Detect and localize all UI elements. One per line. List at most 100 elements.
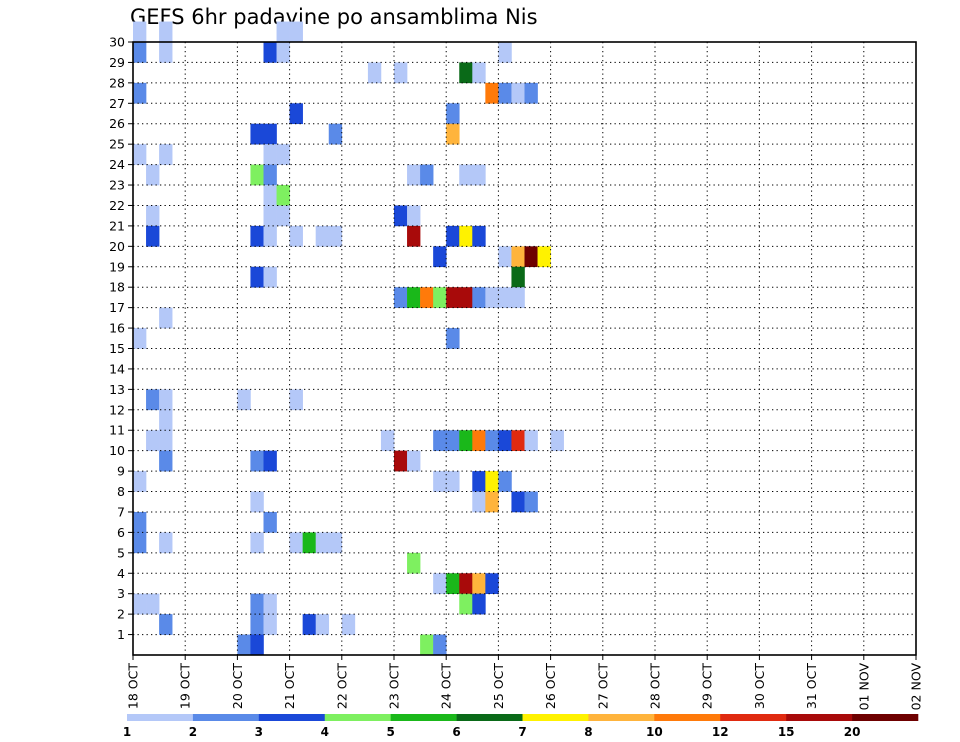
y-tick-label: 28	[109, 75, 125, 90]
heatmap-cell	[250, 225, 264, 247]
colorbar-label: 5	[386, 725, 394, 739]
y-tick-label: 22	[109, 198, 125, 213]
y-tick-label: 4	[117, 566, 125, 581]
heatmap-cell	[459, 62, 473, 84]
heatmap-cell	[133, 144, 147, 165]
heatmap-cell	[407, 164, 421, 186]
heatmap-cell	[446, 103, 460, 125]
heatmap-cell	[159, 21, 173, 43]
y-tick-label: 6	[117, 525, 125, 540]
heatmap-cells	[133, 21, 564, 656]
colorbar-swatch	[324, 714, 391, 721]
y-tick-label: 14	[109, 361, 125, 376]
colorbar-label: 4	[321, 725, 329, 739]
heatmap-cell	[159, 42, 173, 63]
colorbar-label: 12	[712, 725, 729, 739]
heatmap-cell	[367, 62, 382, 84]
heatmap-cell	[237, 389, 251, 411]
heatmap-cell	[498, 471, 512, 492]
heatmap-cell	[328, 532, 343, 554]
heatmap-cell	[159, 389, 173, 411]
heatmap-cell	[263, 42, 277, 63]
heatmap-cell	[133, 21, 147, 43]
heatmap-cell	[446, 573, 460, 594]
heatmap-cell	[133, 511, 147, 533]
heatmap-cell	[250, 593, 264, 615]
y-tick-label: 5	[117, 545, 125, 560]
heatmap-cell	[485, 573, 499, 594]
heatmap-cell	[276, 144, 290, 165]
heatmap-cell	[263, 450, 277, 472]
heatmap-cell	[485, 82, 499, 104]
heatmap-cell	[472, 287, 486, 308]
heatmap-cell	[511, 491, 525, 513]
x-tick-label: 31 OCT	[804, 663, 819, 709]
heatmap-cell	[315, 614, 330, 635]
x-tick-label: 29 OCT	[700, 663, 715, 709]
heatmap-cell	[433, 430, 447, 451]
y-tick-label: 19	[109, 259, 125, 274]
heatmap-cell	[263, 225, 277, 247]
heatmap-cell	[276, 205, 290, 227]
colorbar-swatch	[720, 714, 787, 721]
y-tick-label: 3	[117, 586, 125, 601]
heatmap-cell	[446, 123, 460, 145]
heatmap-cell	[459, 573, 473, 594]
heatmap-cell	[407, 552, 421, 574]
heatmap-cell	[459, 164, 473, 186]
heatmap-cell	[498, 246, 512, 268]
heatmap-cell	[159, 409, 173, 431]
colorbar-label: 15	[778, 725, 795, 739]
heatmap-cell	[420, 164, 434, 186]
heatmap-cell	[407, 450, 421, 472]
heatmap-cell	[524, 246, 538, 268]
colorbar-swatch	[654, 714, 721, 721]
y-tick-label: 21	[109, 218, 125, 233]
heatmap-cell	[146, 205, 160, 227]
heatmap-cell	[511, 430, 525, 451]
x-tick-label: 23 OCT	[387, 663, 402, 709]
colorbar-swatch	[588, 714, 655, 721]
x-tick-label: 18 OCT	[126, 663, 141, 709]
heatmap-cell	[446, 328, 460, 349]
y-tick-label: 29	[109, 55, 125, 70]
chart-title: GEFS 6hr padavine po ansamblima Nis	[130, 5, 538, 29]
heatmap-cell	[380, 430, 395, 451]
colorbar-label: 10	[646, 725, 663, 739]
heatmap-cell	[407, 205, 421, 227]
heatmap-cell	[498, 287, 512, 308]
heatmap-cell	[459, 593, 473, 615]
heatmap-cell	[511, 246, 525, 268]
heatmap-cell	[263, 144, 277, 165]
heatmap-cell	[394, 205, 408, 227]
heatmap-cell	[263, 511, 277, 533]
x-tick-label: 02 NOV	[909, 663, 924, 711]
heatmap-cell	[263, 266, 277, 288]
heatmap-cell	[250, 614, 264, 635]
heatmap-cell	[263, 164, 277, 186]
y-tick-label: 25	[109, 137, 125, 152]
y-tick-label: 27	[109, 96, 125, 111]
heatmap-cell	[394, 287, 408, 308]
heatmap-cell	[159, 430, 173, 451]
colorbar-label: 6	[452, 725, 460, 739]
y-tick-label: 20	[109, 239, 125, 254]
heatmap-cell	[524, 491, 538, 513]
heatmap-cell	[302, 614, 316, 635]
colorbar-label: 7	[518, 725, 526, 739]
heatmap-cell	[485, 491, 499, 513]
heatmap-cell	[146, 389, 160, 411]
heatmap-cell	[459, 225, 473, 247]
heatmap-cell	[485, 430, 499, 451]
heatmap-cell	[433, 573, 447, 594]
heatmap-cell	[537, 246, 551, 268]
y-tick-label: 30	[109, 35, 125, 50]
heatmap-cell	[341, 614, 356, 635]
heatmap-cell	[250, 450, 264, 472]
heatmap-cell	[133, 471, 147, 492]
colorbar-swatch	[258, 714, 326, 721]
x-tick-label: 24 OCT	[439, 663, 454, 709]
heatmap-cell	[511, 287, 525, 308]
y-tick-label: 15	[109, 341, 125, 356]
heatmap-cell	[472, 430, 486, 451]
